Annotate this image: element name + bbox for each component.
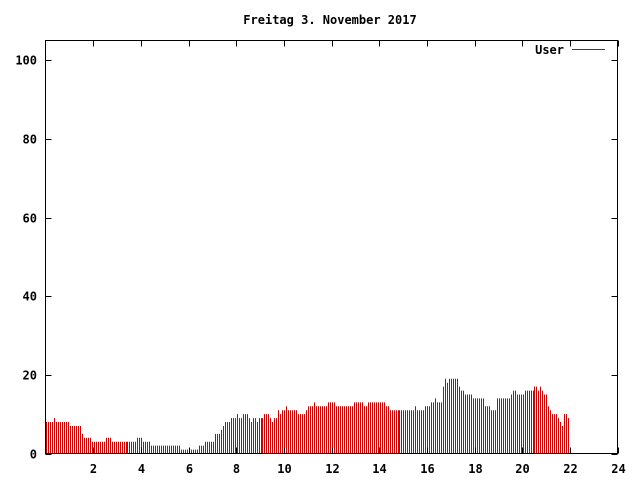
x-tick-label: 6 <box>186 462 193 476</box>
x-tick-label: 20 <box>515 462 529 476</box>
x-tick-label: 2 <box>90 462 97 476</box>
chart-title: Freitag 3. November 2017 <box>243 13 416 27</box>
x-tick-label: 10 <box>277 462 291 476</box>
legend: User <box>535 43 605 57</box>
legend-label-user: User <box>535 43 564 57</box>
y-axis: 0 20 40 60 80 100 <box>15 54 618 462</box>
x-tick-label: 22 <box>563 462 577 476</box>
x-tick-label: 14 <box>372 462 386 476</box>
x-tick-label: 12 <box>325 462 339 476</box>
x-tick-label: 16 <box>420 462 434 476</box>
y-tick-label: 100 <box>15 54 37 68</box>
x-tick-label: 4 <box>138 462 145 476</box>
x-axis: 2 4 6 8 10 12 14 16 18 20 22 24 <box>90 40 626 476</box>
plot-frame <box>45 40 618 454</box>
y-tick-label: 0 <box>30 448 37 462</box>
y-tick-label: 20 <box>23 369 37 383</box>
y-tick-label: 80 <box>23 133 37 147</box>
x-tick-label: 24 <box>611 462 625 476</box>
x-tick-label: 18 <box>468 462 482 476</box>
y-tick-label: 40 <box>23 290 37 304</box>
x-tick-label: 8 <box>233 462 240 476</box>
y-tick-label: 60 <box>23 212 37 226</box>
bar-series-user <box>46 378 569 454</box>
